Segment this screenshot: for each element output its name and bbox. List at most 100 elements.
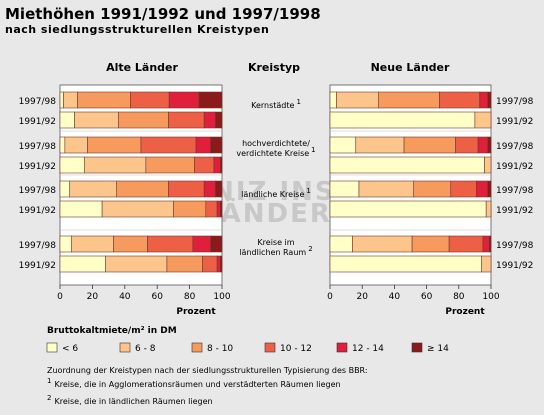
- note-2-text: Kreise, die in ländlichen Räumen liegen: [54, 397, 212, 406]
- bar-segment-alte-g1-r1-c0: [59, 156, 85, 174]
- bar-segment-alte-g0-r0-c4: [168, 91, 200, 109]
- bar-segment-alte-g2-r0-c4: [203, 180, 216, 198]
- year-label-neue: 1991/92: [496, 117, 533, 127]
- x-tick-label-neue: 40: [389, 292, 401, 302]
- bar-segment-neue-g3-r0-c2: [411, 235, 450, 253]
- bar-segment-alte-g1-r1-c5: [220, 156, 223, 174]
- bar-segment-alte-g3-r0-c2: [113, 235, 148, 253]
- kreistyp-label-0: Kernstädte 1: [251, 98, 301, 110]
- bar-segment-neue-g0-r0-c0: [329, 91, 337, 109]
- x-tick-label-alte: 0: [57, 292, 63, 302]
- bar-segment-alte-g2-r0-c3: [168, 180, 205, 198]
- year-label-neue: 1997/98: [496, 97, 534, 107]
- bar-segment-alte-g2-r1-c1: [101, 200, 174, 218]
- bar-segment-alte-g3-r0-c3: [147, 235, 194, 253]
- legend-swatch-4: [336, 342, 348, 353]
- bar-segment-neue-g0-r1-c0: [329, 111, 476, 129]
- year-label-neue: 1997/98: [496, 186, 534, 196]
- bar-segment-alte-g3-r1-c1: [105, 255, 168, 273]
- x-tick-label-alte: 60: [151, 292, 163, 302]
- bar-segment-alte-g0-r1-c2: [118, 111, 169, 129]
- bar-segment-alte-g2-r1-c0: [59, 200, 103, 218]
- x-tick-label-neue: 100: [482, 292, 499, 302]
- bar-segment-neue-g2-r0-c3: [450, 180, 477, 198]
- bar-segment-neue-g0-r0-c5: [487, 91, 492, 109]
- x-axis-label-alte: Prozent: [176, 307, 216, 317]
- year-label-alte: 1997/98: [19, 142, 57, 152]
- note-1-mark: 1: [47, 377, 51, 385]
- bar-segment-alte-g1-r1-c4: [213, 156, 221, 174]
- bar-segment-alte-g3-r1-c2: [166, 255, 203, 273]
- bar-segment-alte-g3-r0-c1: [71, 235, 114, 253]
- legend-swatch-5: [411, 342, 423, 353]
- bar-segment-alte-g2-r1-c5: [220, 200, 223, 218]
- bar-segment-alte-g2-r0-c1: [69, 180, 118, 198]
- bar-segment-alte-g0-r0-c5: [198, 91, 223, 109]
- x-tick-label-neue: 80: [453, 292, 465, 302]
- bar-segment-alte-g3-r1-c4: [216, 255, 221, 273]
- bar-segment-neue-g1-r0-c5: [487, 136, 492, 154]
- bar-segment-alte-g2-r0-c2: [116, 180, 169, 198]
- legend-swatch-3: [264, 342, 276, 353]
- bar-segment-neue-g1-r0-c0: [329, 136, 357, 154]
- bar-segment-alte-g1-r0-c5: [210, 136, 223, 154]
- x-tick-label-alte: 80: [184, 292, 196, 302]
- bar-segment-neue-g3-r0-c1: [352, 235, 413, 253]
- bar-segment-alte-g0-r1-c3: [168, 111, 205, 129]
- bar-segment-neue-g0-r0-c1: [336, 91, 379, 109]
- bar-segment-neue-g3-r0-c4: [482, 235, 490, 253]
- year-label-neue: 1997/98: [496, 241, 534, 251]
- bar-segment-neue-g3-r1-c0: [329, 255, 482, 273]
- bar-segment-alte-g1-r0-c3: [140, 136, 197, 154]
- year-label-neue: 1997/98: [496, 142, 534, 152]
- chart-subtitle: nach siedlungsstrukturellen Kreistypen: [5, 23, 269, 36]
- column-title-neue: Neue Länder: [371, 61, 450, 74]
- chart-title: Miethöhen 1991/1992 und 1997/1998: [5, 5, 321, 23]
- column-title-alte: Alte Länder: [106, 61, 178, 74]
- bar-segment-alte-g1-r0-c2: [87, 136, 142, 154]
- legend-label-2: 8 - 10: [207, 344, 233, 354]
- year-label-alte: 1991/92: [19, 206, 56, 216]
- bar-segment-neue-g3-r1-c1: [481, 255, 492, 273]
- year-label-alte: 1991/92: [19, 117, 56, 127]
- bar-segment-neue-g0-r0-c4: [479, 91, 489, 109]
- x-tick-label-neue: 0: [327, 292, 333, 302]
- legend-label-5: ≥ 14: [427, 344, 449, 354]
- year-label-neue: 1991/92: [496, 261, 533, 271]
- bar-segment-alte-g1-r0-c1: [64, 136, 88, 154]
- bar-segment-alte-g3-r1-c3: [202, 255, 218, 273]
- bar-segment-neue-g1-r0-c3: [455, 136, 479, 154]
- bar-segment-neue-g2-r0-c5: [487, 180, 492, 198]
- note-intro: Zuordnung der Kreistypen nach der siedlu…: [47, 366, 368, 375]
- bar-segment-neue-g2-r0-c4: [476, 180, 489, 198]
- note-2-mark: 2: [47, 394, 51, 402]
- year-label-alte: 1991/92: [19, 162, 56, 172]
- bar-segment-alte-g2-r1-c4: [216, 200, 221, 218]
- legend-label-1: 6 - 8: [135, 344, 156, 354]
- bar-segment-alte-g2-r0-c0: [59, 180, 71, 198]
- bar-segment-alte-g0-r0-c2: [77, 91, 131, 109]
- kreistyp-label-2: ländliche Kreise 1: [241, 187, 311, 199]
- kreistyp-label-1: verdichtete Kreise 1: [236, 146, 315, 158]
- kreistyp-footnote-mark: 1: [296, 98, 300, 106]
- bar-segment-neue-g1-r1-c0: [329, 156, 485, 174]
- bar-segment-neue-g2-r0-c2: [413, 180, 452, 198]
- year-label-alte: 1991/92: [19, 261, 56, 271]
- bar-segment-alte-g0-r1-c5: [215, 111, 223, 129]
- bar-segment-neue-g0-r0-c2: [377, 91, 440, 109]
- kreistyp-footnote-mark: 2: [308, 245, 312, 253]
- year-label-alte: 1997/98: [19, 97, 57, 107]
- bar-segment-alte-g3-r0-c0: [59, 235, 72, 253]
- bar-segment-alte-g0-r1-c4: [203, 111, 216, 129]
- bar-segment-neue-g3-r0-c0: [329, 235, 353, 253]
- year-label-alte: 1997/98: [19, 186, 57, 196]
- bar-segment-alte-g1-r0-c0: [59, 136, 66, 154]
- kreistyp-footnote-mark: 1: [306, 187, 310, 195]
- bar-segment-neue-g1-r0-c4: [477, 136, 489, 154]
- bar-segment-alte-g1-r0-c4: [195, 136, 211, 154]
- legend: < 6 6 - 8 8 - 10 10 - 12 12 - 14 ≥ 14: [46, 342, 449, 354]
- kreistyp-footnote-mark: 1: [311, 146, 315, 154]
- bar-segment-alte-g0-r1-c0: [59, 111, 75, 129]
